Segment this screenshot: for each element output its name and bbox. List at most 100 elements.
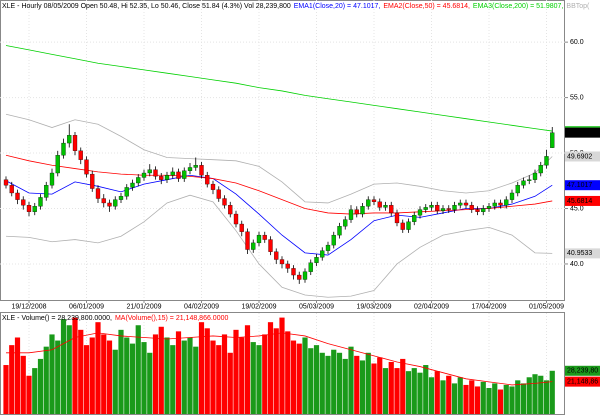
price-header: XLE - Hourly 08/05/2009 Open 50.48, Hi 5… xyxy=(2,3,590,10)
volume-bar xyxy=(348,346,354,414)
volume-bar xyxy=(239,337,245,414)
candle-body xyxy=(343,219,348,227)
candle-body xyxy=(118,196,124,200)
candle-body xyxy=(417,209,423,216)
volume-bar xyxy=(457,377,463,414)
volume-bar xyxy=(423,365,429,414)
volume-bar xyxy=(43,346,49,414)
candle-body xyxy=(205,175,210,185)
y-tick-label: 60.0 xyxy=(570,39,584,46)
candle-body xyxy=(95,188,101,199)
candle-body xyxy=(164,175,170,180)
volume-bar xyxy=(509,386,515,414)
candle-body xyxy=(360,206,365,215)
value-label-box xyxy=(565,151,600,162)
candle-body xyxy=(256,234,262,244)
volume-bar xyxy=(89,337,95,414)
volume-bar xyxy=(336,352,343,414)
value-label-box xyxy=(565,127,600,138)
value-label: 49.6902 xyxy=(567,153,592,160)
volume-bar xyxy=(486,387,492,414)
candle-body xyxy=(78,150,83,160)
candle-body xyxy=(452,205,457,210)
candle-body xyxy=(245,231,250,250)
volume-bar xyxy=(526,377,532,414)
candle-body xyxy=(469,205,474,210)
volume-bar xyxy=(187,337,193,414)
value-label-box xyxy=(565,195,600,206)
volume-bar xyxy=(267,322,274,414)
volume-bar xyxy=(417,372,423,414)
candle-body xyxy=(331,234,336,246)
volume-bar xyxy=(463,384,469,414)
volume-bar xyxy=(175,331,182,414)
volume-bar xyxy=(164,337,170,414)
volume-bar xyxy=(14,337,21,414)
candle-body xyxy=(406,221,411,230)
value-label: 28,239,80 xyxy=(567,368,598,375)
candle-body xyxy=(544,156,549,166)
y-tick-label: 45.0 xyxy=(570,205,584,212)
volume-bar xyxy=(434,371,440,414)
candle-body xyxy=(21,199,26,206)
volume-bar xyxy=(290,340,297,414)
volume-bar xyxy=(497,389,504,414)
candle-body xyxy=(176,171,181,179)
candle-body xyxy=(538,165,543,174)
volume-bar xyxy=(308,348,314,414)
volume-header: XLE - Volume() = 28,239,800.0000, MA(Volu… xyxy=(2,315,228,322)
candle-body xyxy=(262,234,267,240)
value-label-box xyxy=(565,248,600,259)
candle-body xyxy=(371,199,377,202)
volume-bar xyxy=(147,352,153,414)
value-label: 40.9533 xyxy=(567,250,592,257)
candle-body xyxy=(84,159,89,175)
candle-body xyxy=(509,192,515,200)
volume-bar xyxy=(204,328,210,414)
candle-body xyxy=(182,170,187,179)
volume-bar xyxy=(124,337,130,414)
candle-body xyxy=(216,189,221,199)
volume-bar xyxy=(480,381,486,414)
volume-bar xyxy=(377,357,383,414)
volume-bar xyxy=(135,325,141,414)
candle-body xyxy=(170,171,175,176)
candle-body xyxy=(187,167,193,171)
x-tick-label: 02/04/2009 xyxy=(414,303,449,310)
y-tick-label: 55.0 xyxy=(570,94,584,101)
volume-bar xyxy=(273,328,279,414)
volume-plot xyxy=(3,313,555,414)
volume-bar xyxy=(37,358,44,414)
candle-body xyxy=(429,205,434,208)
candle-body xyxy=(153,169,158,177)
candle-body xyxy=(297,274,302,280)
x-tick-label: 01/05/2009 xyxy=(529,303,564,310)
volume-bar xyxy=(101,334,107,414)
candle-body xyxy=(423,207,428,210)
candle-body xyxy=(49,172,55,186)
candle-body xyxy=(515,185,520,194)
volume-bar xyxy=(302,337,308,414)
volume-bar xyxy=(78,329,84,414)
labels: 19/12/2008 06/01/2009 21/01/2009 04/02/2009… xyxy=(2,3,600,387)
volume-bar xyxy=(359,360,366,414)
overlay-line xyxy=(5,154,553,215)
candle-body xyxy=(435,205,440,211)
volume-bar xyxy=(354,355,360,414)
volume-bar xyxy=(158,326,164,414)
candle-body xyxy=(210,183,216,190)
volume-bar xyxy=(193,346,199,414)
volume-bar xyxy=(411,368,417,414)
volume-bar xyxy=(227,352,233,414)
x-tick-label: 19/03/2009 xyxy=(356,303,391,310)
volume-bar xyxy=(520,383,527,414)
candle-body xyxy=(124,187,129,197)
x-tick-label: 04/02/2009 xyxy=(184,303,219,310)
header-title: XLE - Volume() = 28,239,800.0000, xyxy=(2,315,112,322)
volume-bar xyxy=(3,365,9,414)
value-label-box xyxy=(565,365,600,376)
candle-body xyxy=(521,180,526,186)
candle-body xyxy=(440,208,446,211)
candle-body xyxy=(325,244,331,251)
